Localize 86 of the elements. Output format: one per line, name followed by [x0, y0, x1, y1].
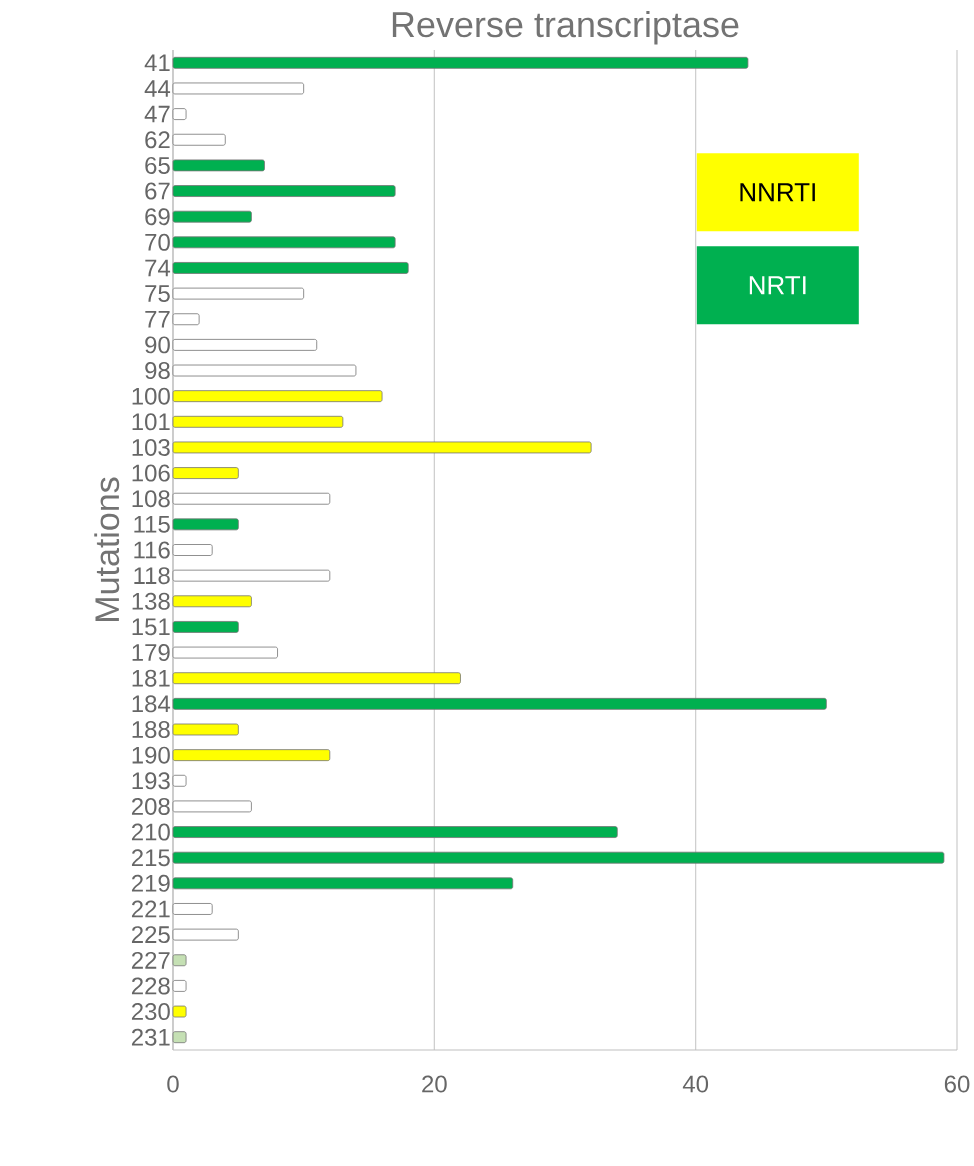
y-tick-label: 70	[145, 233, 171, 251]
bar	[172, 159, 266, 172]
y-tick-label: 44	[144, 80, 171, 97]
bar	[172, 236, 396, 249]
y-tick-label: 41	[144, 54, 170, 72]
y-tick-label: 221	[132, 900, 170, 918]
bar	[172, 82, 305, 95]
bar	[172, 287, 305, 300]
y-tick-label: 188	[132, 721, 170, 738]
bar	[172, 415, 344, 428]
y-tick-label: 179	[132, 644, 170, 662]
y-tick-label: 118	[134, 567, 170, 585]
bar	[172, 390, 383, 403]
bar	[172, 646, 279, 659]
bar	[172, 1005, 187, 1018]
x-tick-label: 20	[422, 1075, 447, 1093]
y-tick-label: 98	[145, 362, 170, 380]
y-axis-title: Mutations	[94, 477, 120, 621]
bar	[172, 467, 239, 479]
y-tick-label: 231	[132, 1028, 170, 1046]
y-tick-label: 75	[145, 285, 170, 302]
bar	[172, 262, 409, 274]
bar	[172, 877, 514, 890]
y-tick-label: 77	[145, 310, 170, 328]
y-tick-label: 208	[132, 797, 170, 815]
text: NNRTI	[740, 183, 816, 202]
y-tick-label: 62	[145, 131, 170, 149]
y-tick-label: 69	[145, 208, 170, 226]
y-tick-label: 193	[132, 772, 170, 790]
y-tick-label: 225	[132, 926, 170, 944]
bar	[172, 133, 226, 146]
bar	[172, 364, 357, 377]
y-tick-label: 90	[145, 336, 171, 354]
y-tick-label: 103	[132, 438, 170, 456]
bar	[172, 928, 239, 941]
y-tick-label: 106	[132, 464, 170, 482]
bar	[172, 56, 749, 69]
y-tick-label: 100	[132, 387, 171, 405]
text: NRTI	[749, 276, 806, 295]
y-tick-label: 74	[145, 259, 171, 277]
bar	[172, 185, 396, 197]
y-tick-label: 219	[132, 874, 170, 892]
y-tick-label: 151	[132, 618, 170, 636]
bar	[172, 492, 331, 505]
y-tick-label: 47	[144, 105, 170, 123]
bar	[172, 338, 318, 351]
y-tick-label: 184	[132, 695, 171, 713]
bar	[172, 774, 187, 787]
y-tick-label: 181	[132, 669, 170, 687]
y-tick-label: 210	[132, 823, 171, 841]
bar	[172, 697, 827, 710]
y-tick-label: 116	[134, 541, 170, 559]
y-tick-label: 190	[132, 746, 171, 764]
bar	[172, 544, 213, 556]
bar	[172, 595, 252, 608]
y-tick-label: 138	[132, 592, 170, 610]
bar	[172, 980, 187, 992]
x-tick-label: 0	[167, 1075, 179, 1093]
x-tick-label: 60	[945, 1075, 970, 1093]
bar	[172, 723, 239, 736]
y-tick-label: 101	[132, 413, 170, 431]
bar	[172, 313, 200, 326]
y-tick-label: 227	[132, 951, 170, 969]
y-tick-label: 67	[145, 182, 170, 200]
bar	[172, 210, 252, 223]
x-tick-label: 40	[683, 1075, 709, 1093]
bar	[172, 518, 239, 531]
bar	[172, 441, 592, 454]
bar	[172, 621, 239, 633]
y-tick-label: 65	[145, 156, 170, 174]
bar	[172, 108, 187, 121]
bar	[172, 672, 462, 685]
bar	[172, 954, 187, 967]
y-tick-label: 230	[132, 1003, 171, 1021]
y-tick-label: 228	[132, 977, 170, 995]
y-tick-label: 115	[134, 515, 170, 533]
bar	[172, 800, 252, 813]
bar	[172, 749, 331, 762]
bar	[172, 851, 945, 864]
bar	[172, 826, 618, 838]
chart-title: Reverse transcriptase	[393, 10, 739, 45]
bar	[172, 569, 331, 582]
bar	[172, 903, 213, 915]
y-tick-label: 108	[132, 490, 170, 508]
y-tick-label: 215	[132, 849, 170, 867]
bar	[172, 1031, 187, 1044]
